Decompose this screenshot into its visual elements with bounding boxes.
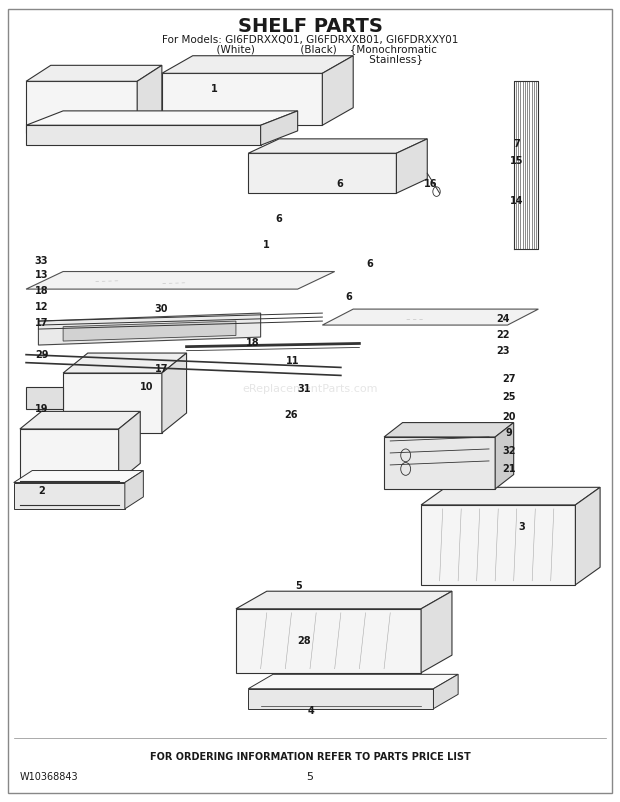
Text: 18: 18 <box>246 338 260 348</box>
Text: 17: 17 <box>35 318 48 328</box>
Text: 14: 14 <box>510 196 523 206</box>
Text: For Models: GI6FDRXXQ01, GI6FDRXXB01, GI6FDRXXY01: For Models: GI6FDRXXQ01, GI6FDRXXB01, GI… <box>162 34 458 45</box>
Text: 27: 27 <box>502 374 515 383</box>
Polygon shape <box>38 313 260 345</box>
Polygon shape <box>20 411 140 429</box>
Text: 10: 10 <box>140 382 153 391</box>
Polygon shape <box>248 153 396 193</box>
Text: 26: 26 <box>285 411 298 420</box>
Polygon shape <box>26 65 162 81</box>
Text: 21: 21 <box>502 464 515 474</box>
Text: 31: 31 <box>297 384 311 394</box>
Text: ~ ~ ~ ~: ~ ~ ~ ~ <box>162 280 186 286</box>
Polygon shape <box>162 353 187 433</box>
Text: 16: 16 <box>423 179 437 188</box>
Polygon shape <box>63 321 236 341</box>
Text: 13: 13 <box>35 269 48 280</box>
Bar <box>26 387 63 409</box>
Polygon shape <box>162 55 353 73</box>
Text: 6: 6 <box>336 179 343 188</box>
Polygon shape <box>421 488 600 505</box>
Polygon shape <box>260 111 298 145</box>
Text: FOR ORDERING INFORMATION REFER TO PARTS PRICE LIST: FOR ORDERING INFORMATION REFER TO PARTS … <box>149 751 471 762</box>
Polygon shape <box>421 505 575 585</box>
Text: ~ ~ ~: ~ ~ ~ <box>406 317 423 322</box>
Text: 28: 28 <box>297 636 311 646</box>
Polygon shape <box>118 411 140 481</box>
Text: 24: 24 <box>496 314 509 324</box>
Polygon shape <box>384 437 495 489</box>
Text: 9: 9 <box>505 428 512 438</box>
Text: 19: 19 <box>35 404 48 414</box>
Text: (White)              (Black)    {Monochromatic: (White) (Black) {Monochromatic <box>184 44 436 55</box>
Polygon shape <box>162 73 322 125</box>
Polygon shape <box>495 423 514 489</box>
Text: 33: 33 <box>35 256 48 266</box>
Polygon shape <box>248 139 427 153</box>
Text: 29: 29 <box>35 350 48 359</box>
Polygon shape <box>433 674 458 709</box>
Text: Stainless}: Stainless} <box>197 54 423 64</box>
Text: 2: 2 <box>38 486 45 496</box>
Polygon shape <box>575 488 600 585</box>
Polygon shape <box>236 609 421 673</box>
Text: 12: 12 <box>35 302 48 312</box>
Text: 6: 6 <box>366 258 373 269</box>
Text: 1: 1 <box>264 240 270 250</box>
Text: W10368843: W10368843 <box>20 772 79 782</box>
Text: 3: 3 <box>518 522 525 533</box>
Polygon shape <box>14 471 143 483</box>
Polygon shape <box>248 689 433 709</box>
Polygon shape <box>396 139 427 193</box>
Polygon shape <box>322 309 538 325</box>
Text: 1: 1 <box>211 84 218 95</box>
Polygon shape <box>14 483 125 509</box>
Polygon shape <box>137 65 162 133</box>
Text: 20: 20 <box>502 412 515 422</box>
Text: eReplacementParts.com: eReplacementParts.com <box>242 384 378 394</box>
Text: 7: 7 <box>513 139 520 148</box>
Text: 15: 15 <box>510 156 523 166</box>
Text: 25: 25 <box>502 392 515 402</box>
Text: 6: 6 <box>345 292 352 302</box>
Polygon shape <box>20 429 118 481</box>
Text: 22: 22 <box>496 330 509 341</box>
Text: SHELF PARTS: SHELF PARTS <box>237 18 383 36</box>
Polygon shape <box>63 353 187 373</box>
Text: 18: 18 <box>35 286 48 296</box>
Text: 5: 5 <box>296 581 303 591</box>
Polygon shape <box>26 111 298 125</box>
Text: 11: 11 <box>286 356 299 366</box>
Polygon shape <box>322 55 353 125</box>
Text: 23: 23 <box>496 346 509 356</box>
Text: ~ ~ ~ ~: ~ ~ ~ ~ <box>94 278 118 284</box>
Polygon shape <box>125 471 143 509</box>
Text: 6: 6 <box>276 214 283 224</box>
Polygon shape <box>236 591 452 609</box>
Text: 30: 30 <box>154 304 167 314</box>
Text: 17: 17 <box>155 364 169 374</box>
Text: 32: 32 <box>502 446 515 456</box>
Polygon shape <box>248 674 458 689</box>
Polygon shape <box>26 125 260 145</box>
Text: 5: 5 <box>306 772 314 782</box>
Polygon shape <box>26 81 137 133</box>
Polygon shape <box>63 373 162 433</box>
Polygon shape <box>384 423 514 437</box>
Polygon shape <box>26 272 335 289</box>
Text: 4: 4 <box>308 706 314 716</box>
Polygon shape <box>421 591 452 673</box>
